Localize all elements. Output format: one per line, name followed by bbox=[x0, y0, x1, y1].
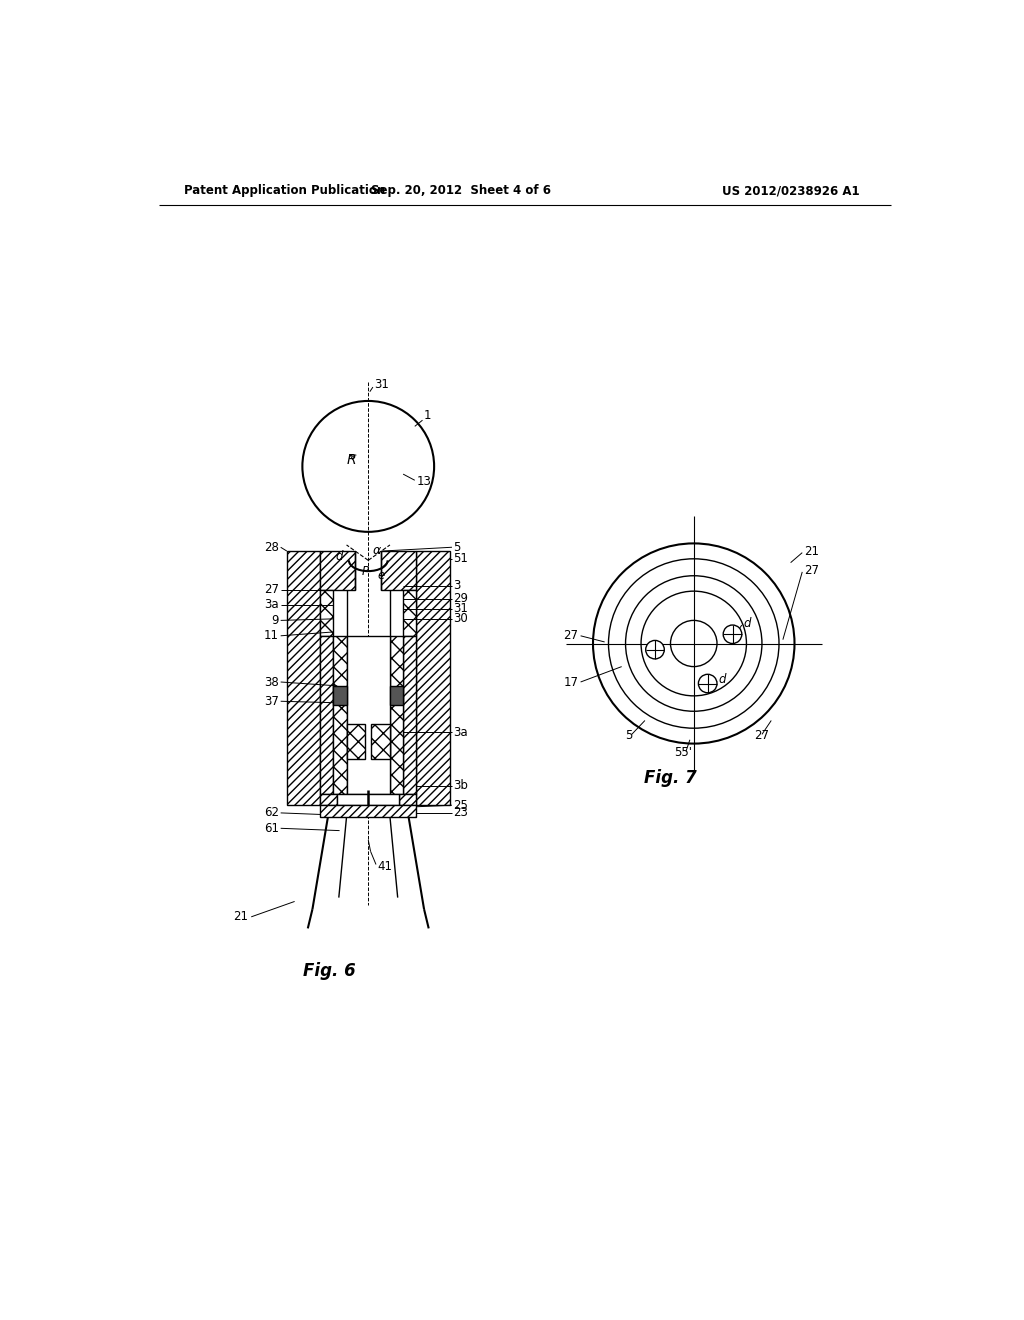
Text: 31: 31 bbox=[454, 602, 468, 615]
Text: US 2012/0238926 A1: US 2012/0238926 A1 bbox=[722, 185, 859, 197]
Polygon shape bbox=[321, 590, 334, 636]
Text: d: d bbox=[336, 550, 343, 564]
Text: 13: 13 bbox=[417, 475, 431, 488]
Text: e: e bbox=[378, 569, 385, 582]
Bar bbox=[337, 793, 399, 805]
Polygon shape bbox=[417, 552, 450, 805]
Polygon shape bbox=[334, 686, 346, 705]
Circle shape bbox=[698, 675, 717, 693]
Polygon shape bbox=[321, 636, 334, 793]
Polygon shape bbox=[321, 805, 417, 817]
Text: 27: 27 bbox=[804, 564, 819, 577]
Text: 21: 21 bbox=[233, 911, 248, 924]
Polygon shape bbox=[390, 636, 403, 793]
Text: Fig. 7: Fig. 7 bbox=[644, 770, 697, 787]
Polygon shape bbox=[321, 552, 355, 590]
Text: 25: 25 bbox=[454, 799, 468, 812]
Text: 41: 41 bbox=[378, 861, 392, 874]
Text: 30: 30 bbox=[454, 612, 468, 626]
Text: 38: 38 bbox=[264, 676, 280, 689]
Text: 3a: 3a bbox=[264, 598, 280, 611]
Polygon shape bbox=[381, 552, 417, 590]
Text: 5: 5 bbox=[454, 541, 461, 554]
Text: 1: 1 bbox=[424, 409, 431, 421]
Text: 28: 28 bbox=[264, 541, 280, 554]
Polygon shape bbox=[403, 590, 417, 636]
Polygon shape bbox=[334, 636, 346, 793]
Text: 21: 21 bbox=[804, 545, 819, 557]
Text: 27: 27 bbox=[563, 630, 579, 643]
Text: 51: 51 bbox=[454, 552, 468, 565]
Text: 3b: 3b bbox=[454, 779, 468, 792]
Text: 31: 31 bbox=[375, 378, 389, 391]
Text: 5: 5 bbox=[626, 730, 633, 742]
Polygon shape bbox=[287, 552, 321, 805]
Text: 62: 62 bbox=[264, 807, 280, 820]
Text: 27: 27 bbox=[264, 583, 280, 597]
Text: 3: 3 bbox=[454, 579, 461, 593]
Text: 27: 27 bbox=[755, 730, 769, 742]
Polygon shape bbox=[321, 793, 337, 805]
Text: 29: 29 bbox=[454, 593, 469, 606]
Text: Fig. 6: Fig. 6 bbox=[303, 962, 356, 979]
Text: d: d bbox=[719, 673, 726, 686]
Polygon shape bbox=[403, 636, 417, 793]
Text: Patent Application Publication: Patent Application Publication bbox=[183, 185, 385, 197]
Text: 11: 11 bbox=[264, 630, 280, 643]
Polygon shape bbox=[390, 686, 403, 705]
Text: d: d bbox=[743, 616, 751, 630]
Polygon shape bbox=[346, 725, 366, 759]
Text: 37: 37 bbox=[264, 694, 280, 708]
Circle shape bbox=[646, 640, 665, 659]
Text: P: P bbox=[362, 565, 370, 578]
Text: 55': 55' bbox=[675, 746, 692, 759]
Text: Sep. 20, 2012  Sheet 4 of 6: Sep. 20, 2012 Sheet 4 of 6 bbox=[372, 185, 551, 197]
Polygon shape bbox=[372, 725, 390, 759]
Circle shape bbox=[723, 626, 741, 644]
Text: 61: 61 bbox=[264, 822, 280, 834]
Text: R: R bbox=[346, 453, 356, 467]
Text: 3a: 3a bbox=[454, 726, 468, 739]
Text: 9: 9 bbox=[271, 614, 280, 627]
Text: 17: 17 bbox=[563, 676, 579, 689]
Text: α: α bbox=[373, 544, 381, 557]
Text: 23: 23 bbox=[454, 807, 468, 820]
Polygon shape bbox=[399, 793, 417, 805]
Bar bbox=[346, 636, 390, 793]
